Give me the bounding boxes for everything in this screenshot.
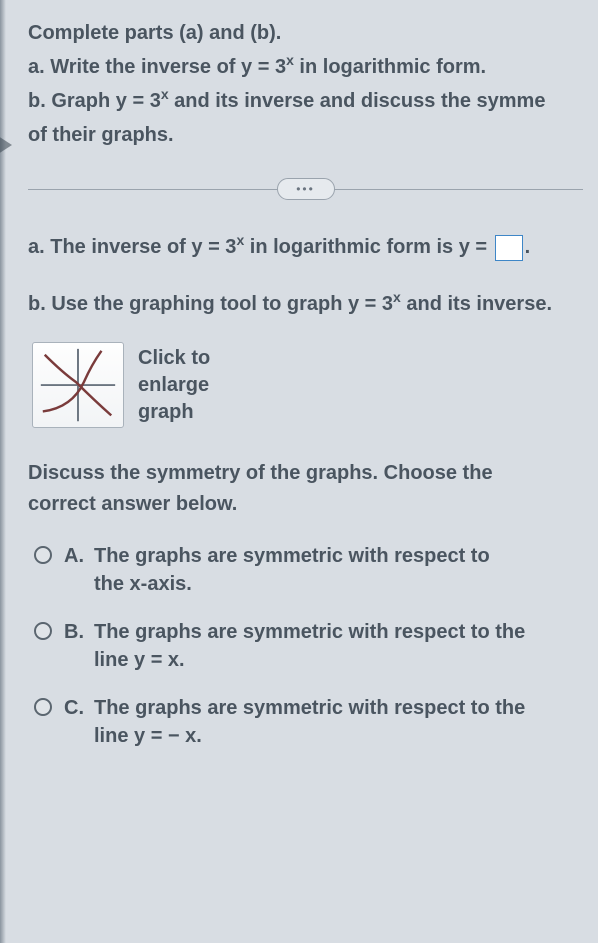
divider: ••• [28, 178, 583, 202]
spacer [64, 570, 86, 598]
option-C-letter: C. [64, 694, 86, 722]
option-A-text: A. The graphs are symmetric with respect … [64, 542, 510, 598]
intro-line-2: a. Write the inverse of y = 3x in logari… [28, 52, 598, 82]
discuss-l1: Discuss the symmetry of the graphs. Choo… [28, 458, 598, 489]
partB-pre: b. Use the graphing tool to graph y = 3 [28, 293, 393, 315]
exponent-wrap: x [161, 90, 169, 112]
page-pointer-icon [0, 136, 12, 154]
exponent-wrap: x [393, 293, 401, 315]
option-A[interactable]: A. The graphs are symmetric with respect … [34, 542, 598, 598]
spacer [64, 646, 86, 674]
intro-line3-post: and its inverse and discuss the symme [169, 90, 546, 112]
intro-line-4: of their graphs. [28, 120, 598, 150]
intro-line-1: Complete parts (a) and (b). [28, 18, 598, 48]
graph-label-l3: graph [138, 399, 210, 426]
exponent-x: x [286, 52, 294, 68]
problem-intro: Complete parts (a) and (b). a. Write the… [28, 18, 598, 150]
exponent-wrap: x [286, 56, 294, 78]
option-B-l1: The graphs are symmetric with respect to… [94, 621, 525, 643]
discuss-l2: correct answer below. [28, 489, 598, 520]
question-content: Complete parts (a) and (b). a. Write the… [28, 18, 598, 750]
exponent-x: x [161, 86, 169, 102]
exponent-wrap: x [236, 236, 244, 258]
option-B[interactable]: B. The graphs are symmetric with respect … [34, 618, 598, 674]
graph-label-l2: enlarge [138, 372, 210, 399]
intro-line2-post: in logarithmic form. [294, 56, 486, 78]
discuss-prompt: Discuss the symmetry of the graphs. Choo… [28, 458, 598, 520]
option-B-letter: B. [64, 618, 86, 646]
part-b-question: b. Use the graphing tool to graph y = 3x… [28, 289, 598, 320]
option-B-text: B. The graphs are symmetric with respect … [64, 618, 545, 674]
partA-pre: a. The inverse of y = 3 [28, 236, 236, 258]
graph-thumbnail-button[interactable] [32, 342, 124, 428]
option-A-l2: the x-axis. [94, 573, 192, 595]
ellipsis-icon: ••• [296, 182, 315, 196]
graph-label-l1: Click to [138, 345, 210, 372]
intro-line2-pre: a. Write the inverse of y = 3 [28, 56, 286, 78]
partA-post: . [525, 236, 531, 258]
partB-post: and its inverse. [401, 293, 552, 315]
exponent-x: x [236, 232, 244, 248]
part-a-question: a. The inverse of y = 3x in logarithmic … [28, 232, 598, 263]
spacer [64, 722, 86, 750]
option-C[interactable]: C. The graphs are symmetric with respect … [34, 694, 598, 750]
partA-mid: in logarithmic form is y = [244, 236, 492, 258]
graph-tool-row: Click to enlarge graph [32, 342, 598, 428]
intro-line3-pre: b. Graph y = 3 [28, 90, 161, 112]
intro-line-3: b. Graph y = 3x and its inverse and disc… [28, 86, 598, 116]
exponent-x: x [393, 289, 401, 305]
graph-thumbnail-icon [33, 343, 123, 427]
option-C-l1: The graphs are symmetric with respect to… [94, 697, 525, 719]
graph-button-label: Click to enlarge graph [138, 345, 210, 426]
answer-input-box[interactable] [495, 235, 523, 261]
option-C-text: C. The graphs are symmetric with respect … [64, 694, 545, 750]
expand-pill[interactable]: ••• [277, 178, 335, 200]
radio-C[interactable] [34, 698, 52, 716]
option-A-l1: The graphs are symmetric with respect to [94, 545, 490, 567]
radio-A[interactable] [34, 546, 52, 564]
option-B-l2: line y = x. [94, 649, 185, 671]
option-A-letter: A. [64, 542, 86, 570]
radio-B[interactable] [34, 622, 52, 640]
option-C-l2: line y = − x. [94, 725, 202, 747]
